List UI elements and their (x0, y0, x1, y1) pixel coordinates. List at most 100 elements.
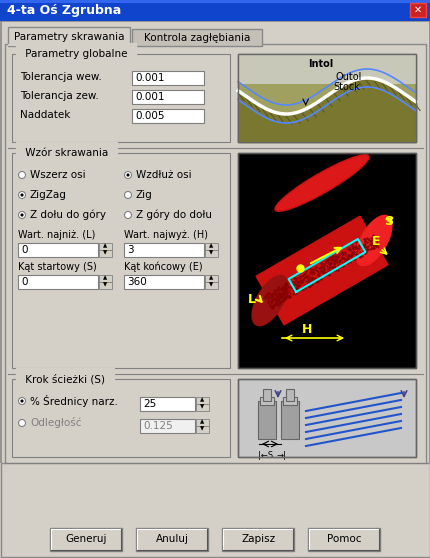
Bar (12, 153, 230, 368)
Text: Zapisz: Zapisz (241, 535, 275, 545)
Bar (0, 0, 430, 3)
Bar (258, 401, 275, 439)
Circle shape (124, 171, 131, 179)
Text: ▼: ▼ (200, 405, 204, 410)
Text: Z góry do dołu: Z góry do dołu (136, 210, 212, 220)
Ellipse shape (274, 155, 368, 211)
Bar (237, 153, 415, 368)
Bar (205, 282, 218, 289)
Bar (205, 275, 218, 282)
Text: 0.125: 0.125 (143, 421, 172, 431)
Bar (409, 3, 425, 17)
Text: Pomoc: Pomoc (326, 535, 361, 545)
Circle shape (20, 213, 24, 217)
Bar (196, 404, 209, 411)
Text: Odległość: Odległość (30, 417, 81, 429)
Bar (136, 528, 208, 551)
Ellipse shape (355, 215, 391, 266)
Text: Wart. najniż. (L): Wart. najniż. (L) (18, 230, 95, 240)
Text: Wszerz osi: Wszerz osi (30, 170, 86, 180)
Text: Z dołu do góry: Z dołu do góry (30, 210, 106, 220)
Bar (12, 379, 230, 457)
Text: |←S: |←S (258, 451, 273, 460)
Bar (50, 528, 122, 551)
Text: Naddatek: Naddatek (20, 110, 70, 120)
Bar (99, 250, 112, 257)
Bar (0, 463, 430, 558)
Bar (196, 426, 209, 433)
Text: ▲: ▲ (103, 243, 108, 248)
Text: ✕: ✕ (413, 5, 421, 15)
Bar (222, 528, 294, 551)
Bar (262, 389, 270, 401)
Bar (140, 397, 194, 411)
Text: 0: 0 (21, 277, 28, 287)
Text: 25: 25 (143, 399, 156, 409)
Text: →|: →| (276, 451, 285, 460)
Bar (237, 379, 415, 457)
Bar (280, 401, 298, 439)
Text: ZigZag: ZigZag (30, 190, 67, 200)
Circle shape (124, 211, 131, 219)
Bar (18, 243, 98, 257)
Ellipse shape (252, 276, 287, 326)
Text: Krok ścieżki (S): Krok ścieżki (S) (22, 374, 108, 384)
Bar (132, 71, 203, 85)
Text: Tolerancja zew.: Tolerancja zew. (20, 91, 98, 101)
Text: 0.001: 0.001 (135, 73, 164, 83)
Bar (259, 397, 273, 405)
Circle shape (18, 211, 25, 219)
Text: Kąt startowy (S): Kąt startowy (S) (18, 262, 96, 272)
Bar (132, 109, 203, 123)
Text: ▼: ▼ (103, 251, 108, 256)
Text: L: L (247, 293, 255, 306)
Bar (237, 54, 415, 142)
Text: H: H (301, 323, 312, 336)
Text: Tolerancja wew.: Tolerancja wew. (20, 72, 101, 82)
Text: Anuluj: Anuluj (156, 535, 189, 545)
Bar (205, 250, 218, 257)
Text: 360: 360 (127, 277, 146, 287)
Bar (99, 243, 112, 250)
Text: Stock: Stock (333, 82, 359, 92)
Circle shape (18, 171, 25, 179)
Bar (308, 528, 380, 551)
Bar (18, 275, 98, 289)
Text: Kąt końcowy (E): Kąt końcowy (E) (124, 262, 202, 272)
Polygon shape (255, 217, 387, 325)
Circle shape (20, 194, 24, 196)
Bar (237, 379, 415, 457)
Bar (124, 275, 203, 289)
Text: Parametry globalne: Parametry globalne (22, 49, 130, 59)
Circle shape (18, 420, 25, 426)
Bar (140, 419, 194, 433)
Bar (12, 54, 230, 142)
Bar (5, 44, 425, 504)
Circle shape (18, 191, 25, 199)
Bar (286, 389, 293, 401)
Text: ▼: ▼ (103, 282, 108, 287)
Text: Generuj: Generuj (66, 535, 107, 545)
Bar (132, 90, 203, 104)
Text: Kontrola zagłębiania: Kontrola zagłębiania (144, 33, 249, 43)
Bar (196, 397, 209, 404)
Text: 0.001: 0.001 (135, 92, 164, 102)
Bar (8, 27, 130, 46)
Text: % Średnicy narz.: % Średnicy narz. (30, 395, 117, 407)
Text: Wzór skrawania: Wzór skrawania (22, 148, 111, 158)
Bar (237, 54, 415, 84)
Bar (205, 243, 218, 250)
Text: 3: 3 (127, 245, 133, 255)
Bar (132, 29, 261, 46)
Text: Parametry skrawania: Parametry skrawania (14, 32, 124, 42)
Bar (0, 0, 430, 21)
Text: E: E (371, 235, 380, 248)
Circle shape (126, 174, 129, 176)
Bar (196, 419, 209, 426)
Text: ▼: ▼ (200, 426, 204, 431)
Circle shape (20, 400, 24, 402)
Text: S: S (383, 215, 392, 228)
Text: ▲: ▲ (200, 420, 204, 425)
Bar (1, 463, 429, 557)
Text: Wart. najwyż. (H): Wart. najwyż. (H) (124, 230, 208, 240)
